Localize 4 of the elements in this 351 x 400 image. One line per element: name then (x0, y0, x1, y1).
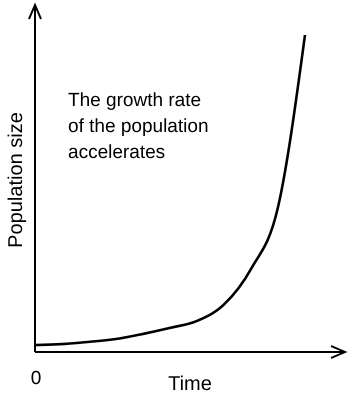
annotation: The growth rate of the population accelerates (68, 90, 209, 163)
x-axis-title: Time (168, 373, 212, 395)
y-axis-title: Population size (5, 112, 27, 248)
text: 0 (30, 368, 42, 389)
